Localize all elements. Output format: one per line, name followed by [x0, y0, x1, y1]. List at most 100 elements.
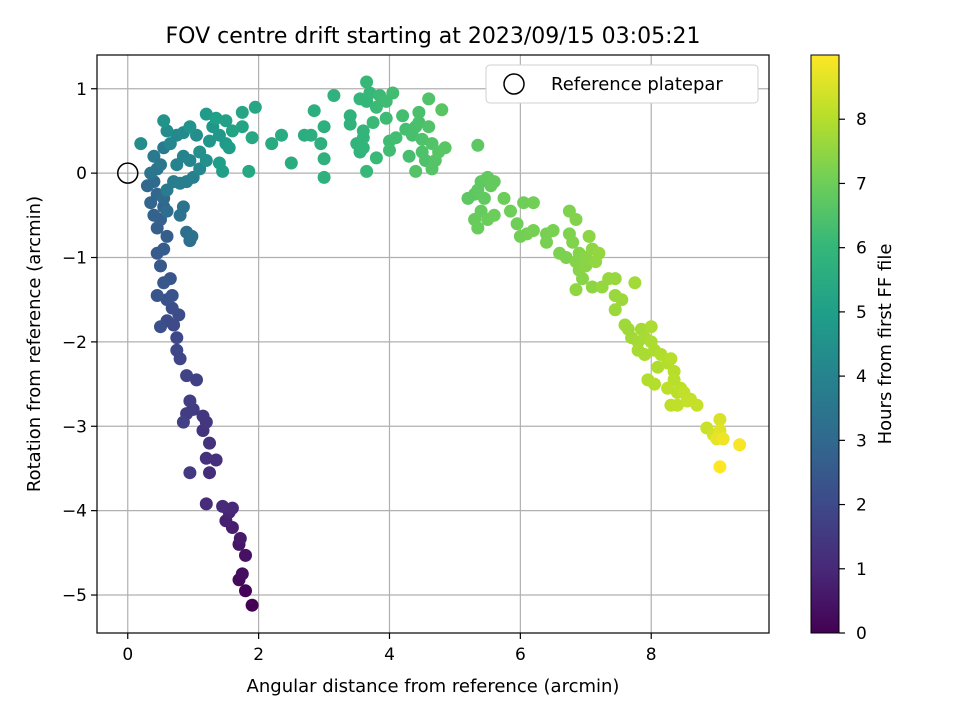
- data-point: [546, 224, 560, 237]
- data-point: [422, 120, 436, 134]
- data-point: [576, 272, 589, 286]
- data-point: [585, 280, 599, 294]
- plot-frame: [96, 54, 770, 634]
- data-point: [638, 348, 652, 361]
- data-point: [157, 242, 171, 256]
- data-point: [628, 276, 642, 290]
- data-point: [170, 343, 184, 357]
- data-point: [644, 320, 658, 334]
- data-point: [170, 331, 184, 345]
- data-point: [147, 208, 161, 222]
- data-point: [526, 196, 540, 210]
- colorbar-label: Hours from first FF file: [875, 244, 896, 445]
- data-point: [248, 100, 262, 114]
- data-point: [664, 352, 678, 366]
- y-tick-label: −4: [62, 502, 87, 522]
- data-point: [304, 128, 318, 142]
- y-axis-ticks: 1 0 −1 −2 −3 −4 −5: [62, 80, 97, 606]
- data-point: [180, 369, 194, 383]
- data-point: [147, 149, 161, 163]
- data-points: [134, 75, 747, 612]
- data-point: [203, 466, 216, 480]
- data-point: [369, 100, 383, 114]
- data-point: [396, 109, 410, 123]
- data-point: [199, 154, 213, 167]
- data-point: [615, 293, 629, 307]
- data-point: [239, 548, 252, 562]
- data-point: [216, 164, 230, 178]
- data-point: [317, 170, 331, 184]
- data-point: [582, 229, 596, 243]
- data-point: [343, 117, 357, 131]
- legend-marker: [503, 73, 525, 95]
- data-point: [190, 373, 203, 387]
- data-point: [185, 229, 199, 243]
- data-point: [134, 137, 148, 151]
- data-point: [176, 415, 190, 429]
- colorbar-tick-label: 5: [856, 303, 867, 323]
- chart-title: FOV centre drift starting at 2023/09/15 …: [166, 24, 701, 49]
- data-point: [690, 398, 704, 412]
- data-point: [160, 124, 174, 138]
- y-tick-label: −3: [62, 417, 87, 437]
- data-point: [209, 111, 223, 125]
- data-point: [216, 499, 230, 513]
- colorbar-tick-label: 0: [856, 624, 867, 644]
- data-point: [713, 460, 727, 474]
- data-point: [412, 105, 426, 119]
- data-point: [199, 451, 213, 465]
- data-point: [402, 149, 416, 163]
- data-point: [183, 394, 197, 408]
- data-point: [199, 107, 213, 121]
- data-point: [517, 196, 531, 210]
- y-axis-label: Rotation from reference (arcmin): [24, 196, 45, 492]
- colorbar-tick-label: 3: [856, 431, 867, 451]
- data-point: [504, 204, 517, 218]
- data-point: [366, 116, 380, 129]
- y-tick-label: 0: [76, 164, 87, 184]
- colorbar-ticks: 0 1 2 3 4 5 6 7 8: [839, 110, 867, 644]
- colorbar-tick-label: 8: [856, 110, 867, 130]
- data-point: [540, 235, 553, 249]
- data-point: [154, 320, 167, 334]
- data-point: [648, 377, 661, 391]
- data-point: [183, 120, 197, 134]
- data-point: [579, 259, 593, 273]
- data-point: [245, 131, 259, 145]
- data-point: [284, 156, 298, 170]
- legend-box: [485, 64, 759, 104]
- x-axis-ticks: 0 2 4 6 8: [122, 633, 657, 665]
- data-point: [235, 120, 249, 134]
- data-point: [183, 154, 197, 167]
- x-axis-label: Angular distance from reference (arcmin): [247, 676, 620, 697]
- data-point: [235, 105, 249, 119]
- data-point: [438, 141, 452, 155]
- x-tick-label: 8: [646, 645, 657, 665]
- data-point: [196, 409, 210, 423]
- data-point: [209, 453, 223, 467]
- x-tick-label: 2: [253, 645, 264, 665]
- data-point: [559, 251, 573, 264]
- data-point: [592, 246, 606, 260]
- data-point: [487, 208, 501, 222]
- data-point: [651, 360, 665, 374]
- data-point: [203, 134, 216, 148]
- data-point: [154, 259, 167, 273]
- data-point: [160, 229, 174, 243]
- colorbar-tick-label: 4: [856, 367, 867, 387]
- data-point: [526, 224, 540, 237]
- data-point: [733, 438, 747, 452]
- data-point: [239, 584, 252, 598]
- data-point: [327, 89, 341, 102]
- data-point: [716, 432, 730, 446]
- data-point: [150, 289, 164, 302]
- data-point: [165, 289, 179, 302]
- data-point: [661, 381, 675, 395]
- data-point: [314, 137, 328, 151]
- data-point: [670, 398, 684, 412]
- data-point: [471, 138, 485, 152]
- data-point: [487, 175, 501, 189]
- data-point: [360, 164, 374, 178]
- x-tick-label: 6: [515, 645, 526, 665]
